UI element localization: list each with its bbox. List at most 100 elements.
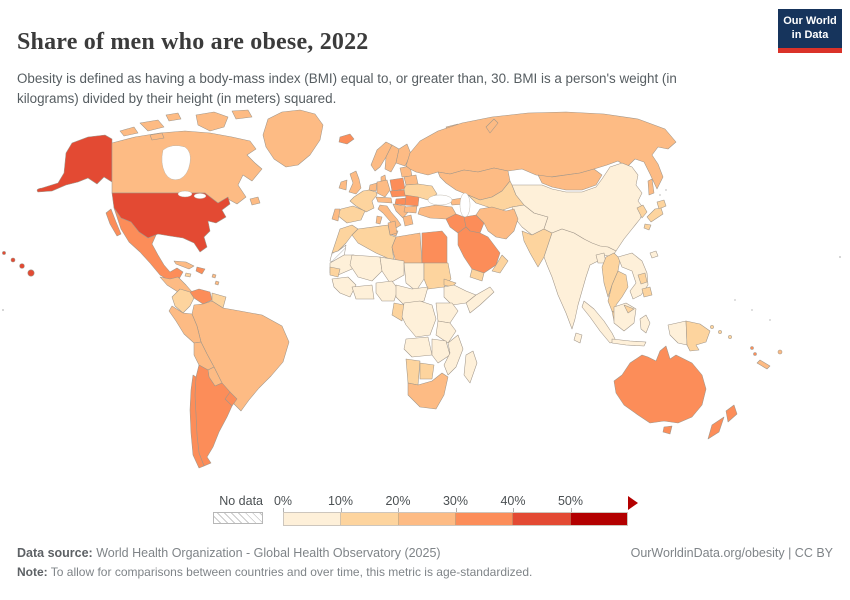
country-solomon-islands[interactable]: Solomon Islands — 10-20% (710, 325, 714, 329)
country-indonesia-sulawesi[interactable]: Indonesia — 0-10% (639, 314, 651, 334)
country-indochina[interactable]: Vietnam, Laos & Cambodia — 0-10% (617, 252, 649, 300)
legend-no-data-swatch[interactable] (213, 512, 263, 524)
country-hispaniola[interactable]: Haiti & Dominican Republic — 30-40% (195, 266, 206, 275)
legend-bin-0-10%[interactable] (284, 513, 342, 525)
country-fiji[interactable]: Fiji — 20-30% (777, 349, 783, 355)
country-japan-kyushu[interactable]: Japan — 10-20% (643, 223, 652, 231)
country-iran[interactable]: Iran — 20-30% (475, 206, 519, 240)
country-canada-baffin-island[interactable]: Canada — 20-30% (195, 111, 229, 132)
rights-link[interactable]: OurWorldinData.org/obesity | CC BY (630, 546, 833, 560)
country-mongolia[interactable]: Mongolia — 20-30% (537, 168, 603, 191)
country-indonesia-java[interactable]: Indonesia — 0-10% (611, 338, 647, 347)
country-greece[interactable]: Greece — 20-30% (402, 214, 414, 227)
country-greenland[interactable]: Greenland — 20-30% (262, 109, 324, 168)
country-france[interactable]: France — 10-20% (349, 189, 378, 213)
country-korea[interactable]: Korean Peninsula — 10-20% (636, 204, 648, 219)
country-borneo-malaysia[interactable]: East Malaysia — 10-20% (623, 304, 635, 314)
country-tanzania[interactable]: Tanzania — 0-10% (435, 320, 457, 344)
country-usa-hawaii[interactable]: United States — 40-50% (27, 269, 35, 277)
country-usa-alaska[interactable]: United States — 40-50% (36, 134, 113, 193)
country-china[interactable]: China — 0-10% (511, 162, 645, 252)
legend-bin-40-50%[interactable] (513, 513, 571, 525)
country-chad[interactable]: Chad — 0-10% (403, 262, 425, 292)
country-taiwan[interactable]: Taiwan — 0-10% (649, 250, 659, 259)
country-usa-hawaii[interactable]: United States — 40-50% (2, 251, 6, 255)
country-vanuatu[interactable]: Vanuatu — 30-40% (753, 352, 757, 356)
country-somalia[interactable]: Somalia — 0-10% (465, 286, 495, 314)
country-philippines-luzon[interactable]: Philippines — 10-20% (637, 272, 648, 285)
country-ireland[interactable]: Ireland — 20-30% (338, 179, 348, 191)
country-namibia[interactable]: Namibia — 10-20% (405, 358, 421, 386)
country-solomon-islands[interactable]: Solomon Islands — 10-20% (718, 330, 722, 334)
country-canada-ellesmere-island[interactable]: Canada — 20-30% (231, 109, 253, 120)
legend-bin-10-20%[interactable] (341, 513, 399, 525)
country-lesser-antilles[interactable]: Lesser Antilles — 20-30% (211, 273, 217, 279)
country-canada-banks-island[interactable]: Canada — 20-30% (119, 126, 139, 137)
country-hungary[interactable]: Hungary — 30-40% (394, 197, 407, 206)
country-west-africa-gulf[interactable]: West African coast — 0-10% (351, 284, 375, 300)
country-australia-tasmania[interactable]: Australia — 30-40% (662, 425, 673, 435)
country-japan-honshu[interactable]: Japan — 10-20% (646, 207, 664, 223)
country-belarus[interactable]: Belarus — 20-30% (403, 174, 419, 186)
country-nigeria[interactable]: Nigeria — 0-10% (375, 280, 399, 302)
country-botswana[interactable]: Botswana — 10-20% (419, 362, 435, 380)
country-saudi-arabia[interactable]: Saudi Arabia — 30-40% (457, 226, 501, 274)
owid-logo[interactable]: Our World in Data (778, 9, 842, 53)
country-mozambique[interactable]: Mozambique — 0-10% (443, 334, 464, 376)
legend-bin-30-40%[interactable] (455, 513, 514, 525)
country-new-zealand-north[interactable]: New Zealand — 30-40% (725, 404, 738, 423)
country-colombia[interactable]: Colombia — 10-20% (171, 288, 195, 314)
country-mexico-baja[interactable]: Mexico — 30-40% (105, 208, 122, 237)
country-india[interactable]: India — 0-10% (543, 228, 617, 330)
country-lesser-antilles[interactable]: Lesser Antilles — 20-30% (214, 280, 220, 286)
country-egypt[interactable]: Egypt — 30-40% (421, 230, 448, 264)
country-algeria[interactable]: Algeria — 10-20% (351, 224, 397, 262)
country-cuba[interactable]: Cuba — 20-30% (173, 260, 195, 270)
country-papua-new-guinea[interactable]: Papua New Guinea — 10-20% (685, 320, 711, 352)
country-venezuela[interactable]: Venezuela — 30-40% (189, 288, 213, 305)
country-canada-newfoundland[interactable]: Canada — 20-30% (249, 196, 261, 206)
country-new-zealand-south[interactable]: New Zealand — 30-40% (707, 416, 725, 440)
country-south-africa[interactable]: South Africa — 20-30% (407, 372, 449, 410)
country-chile[interactable]: Chile — 30-40% (189, 374, 205, 469)
country-uk[interactable]: United Kingdom — 20-30% (348, 170, 362, 195)
country-niger[interactable]: Niger — 0-10% (379, 256, 405, 284)
country-solomon-islands[interactable]: Solomon Islands — 10-20% (728, 335, 732, 339)
country-sri-lanka[interactable]: Sri Lanka — 0-10% (573, 332, 583, 344)
country-oman[interactable]: Oman — 10-20% (491, 254, 509, 274)
legend-bin-20-30%[interactable] (398, 513, 456, 525)
country-angola[interactable]: Angola — 0-10% (403, 336, 433, 358)
country-senegal[interactable]: Senegal & Gambia — 10-20% (329, 266, 341, 278)
country-austria-switzerland[interactable]: Austria & Switzerland — 20-30% (375, 196, 393, 204)
country-usa-hawaii[interactable]: United States — 40-50% (10, 257, 16, 263)
country-philippines-mindanao[interactable]: Philippines — 10-20% (641, 286, 653, 298)
country-benelux[interactable]: Belgium & Netherlands — 20-30% (368, 182, 378, 192)
country-new-caledonia[interactable]: New Caledonia — 20-30% (756, 359, 771, 370)
country-thailand[interactable]: Thailand — 10-20% (607, 270, 629, 316)
country-mexico[interactable]: Mexico — 30-40% (113, 207, 184, 282)
country-libya[interactable]: Libya — 20-30% (391, 232, 423, 264)
country-cameroon-car[interactable]: Cameroon & Central African Republic — 0-… (395, 284, 429, 306)
country-vanuatu[interactable]: Vanuatu — 30-40% (750, 346, 754, 350)
country-uganda-kenya[interactable]: Uganda & Kenya — 0-10% (435, 302, 459, 324)
country-russia-sakhalin[interactable]: Russia — 20-30% (647, 178, 655, 196)
country-usa-hawaii[interactable]: United States — 40-50% (19, 263, 25, 269)
country-russia-novaya-zemlya[interactable]: Russia — 20-30% (485, 118, 499, 134)
legend-no-data[interactable]: No data (213, 494, 263, 524)
country-australia[interactable]: Australia — 30-40% (613, 345, 707, 424)
country-zambia-zimbabwe[interactable]: Zambia & Zimbabwe — 0-10% (431, 338, 451, 364)
country-indonesia-west-papua[interactable]: Indonesia — 0-10% (667, 320, 688, 346)
country-poland[interactable]: Poland — 30-40% (389, 177, 406, 192)
country-jamaica[interactable]: Jamaica — 10-20% (184, 272, 192, 278)
country-portugal[interactable]: Portugal — 20-30% (331, 208, 341, 222)
country-italy-sardinia[interactable]: Italy — 20-30% (375, 215, 383, 225)
country-canada-arctic-island[interactable]: Canada — 20-30% (165, 112, 182, 122)
country-yemen[interactable]: Yemen — 10-20% (469, 268, 485, 282)
country-japan-hokkaido[interactable]: Japan — 10-20% (656, 199, 667, 210)
country-mali[interactable]: Mali — 0-10% (349, 254, 383, 282)
country-canada-victoria-island[interactable]: Canada — 20-30% (139, 119, 165, 132)
country-west-africa[interactable]: West African coast — 0-10% (331, 276, 357, 298)
country-germany[interactable]: Germany — 20-30% (376, 179, 391, 198)
country-drc[interactable]: Democratic Republic of Congo — 0-10% (401, 300, 437, 338)
country-gabon-congo[interactable]: Gabon & Congo — 10-20% (391, 302, 405, 322)
